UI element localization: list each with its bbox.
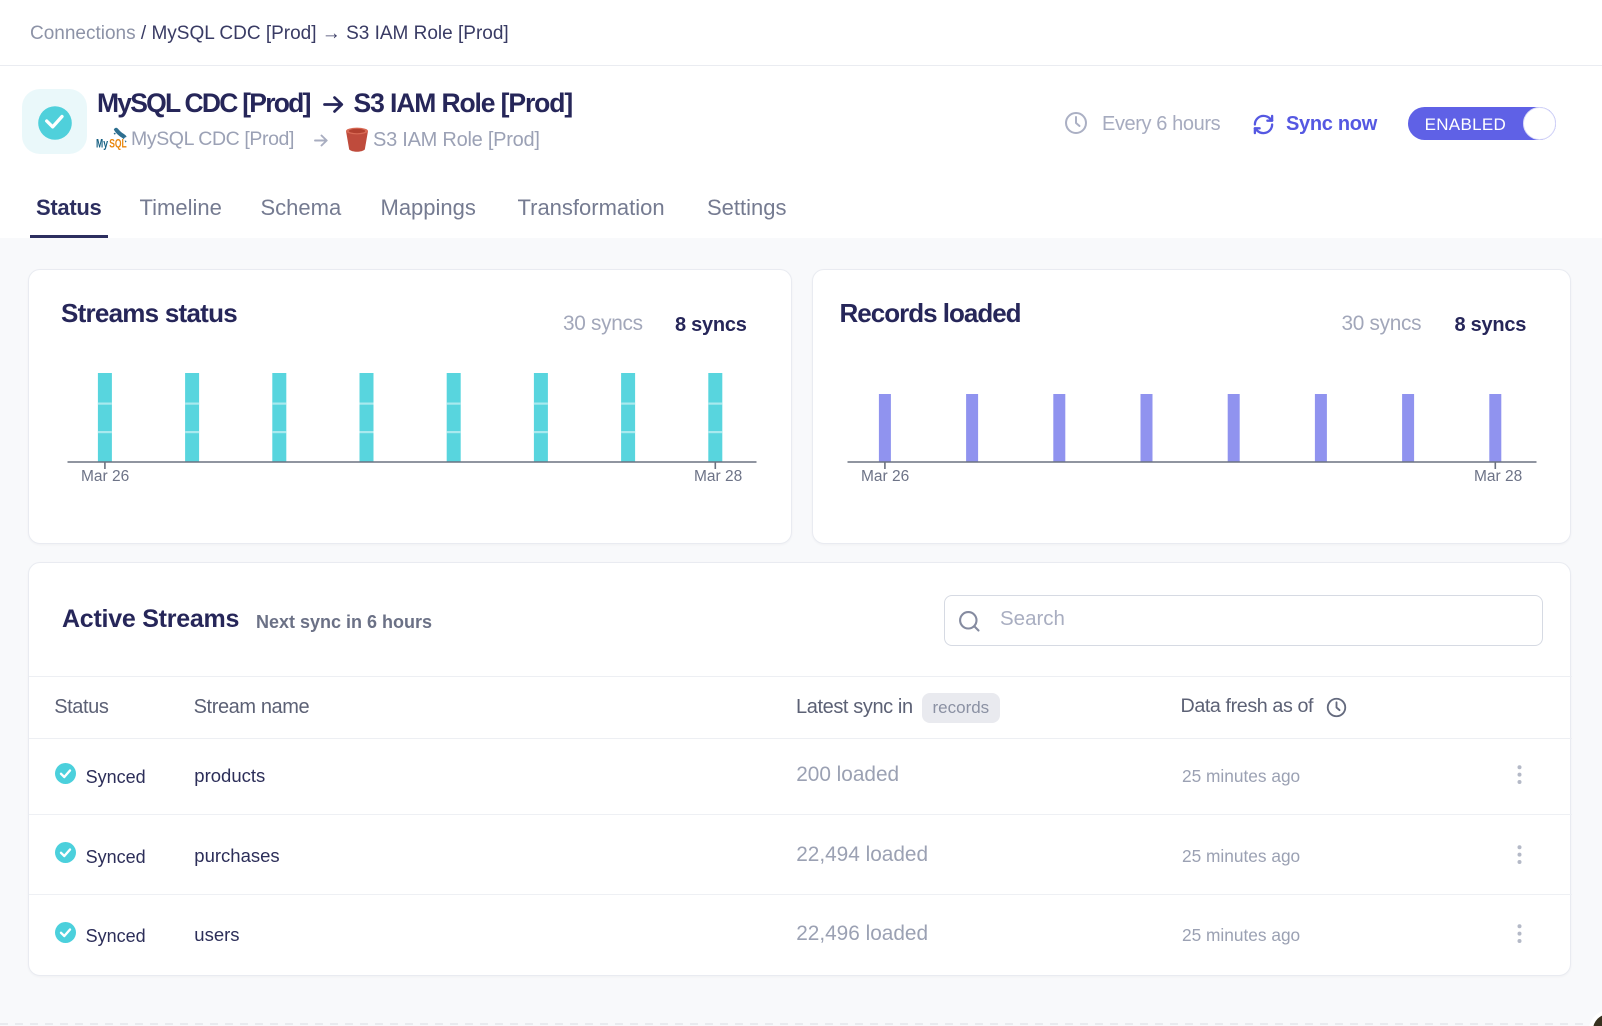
svg-text:My: My	[96, 137, 108, 151]
svg-text:SQL: SQL	[109, 137, 127, 151]
